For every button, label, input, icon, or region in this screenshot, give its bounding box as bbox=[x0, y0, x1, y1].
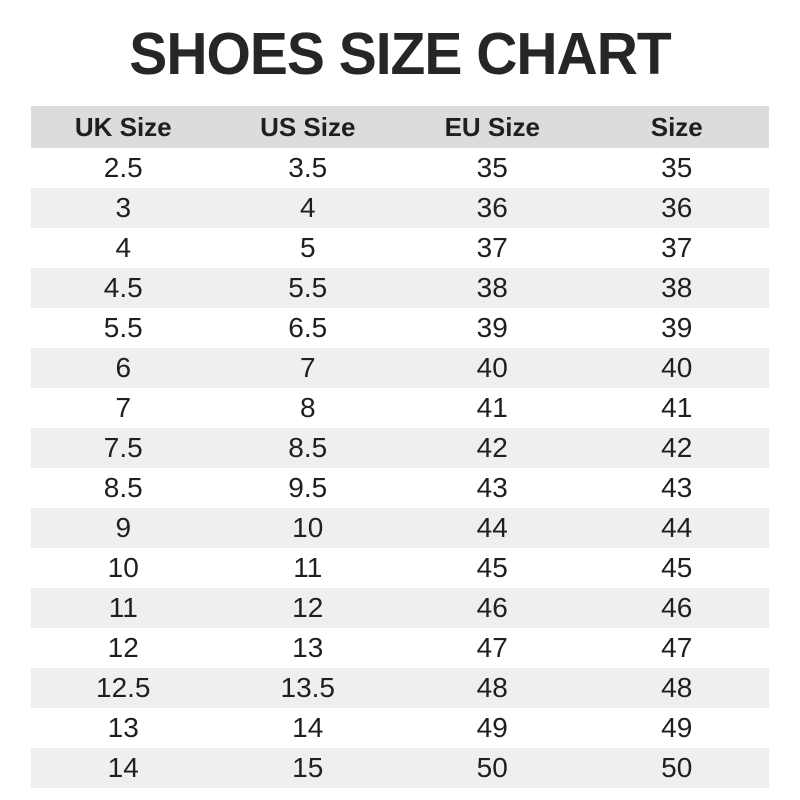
table-header-cell: UK Size bbox=[31, 106, 216, 148]
table-cell: 7 bbox=[31, 388, 216, 428]
table-cell: 12 bbox=[31, 628, 216, 668]
table-row: 5.5 6.5 39 39 bbox=[31, 308, 769, 348]
table-cell: 14 bbox=[31, 748, 216, 788]
table-cell: 12.5 bbox=[31, 668, 216, 708]
table-cell: 42 bbox=[400, 428, 585, 468]
table-header-cell: EU Size bbox=[400, 106, 585, 148]
table-cell: 48 bbox=[400, 668, 585, 708]
table-cell: 39 bbox=[584, 308, 769, 348]
page-title: SHOES SIZE CHART bbox=[129, 20, 671, 88]
table-cell: 40 bbox=[584, 348, 769, 388]
table-cell: 8.5 bbox=[215, 428, 400, 468]
table-cell: 6 bbox=[31, 348, 216, 388]
table-cell: 4 bbox=[31, 228, 216, 268]
table-cell: 3.5 bbox=[215, 148, 400, 188]
table-cell: 9.5 bbox=[215, 468, 400, 508]
table-cell: 36 bbox=[400, 188, 585, 228]
table-row: 2.5 3.5 35 35 bbox=[31, 148, 769, 188]
table-cell: 45 bbox=[584, 548, 769, 588]
table-row: 4 5 37 37 bbox=[31, 228, 769, 268]
table-row: 7.5 8.5 42 42 bbox=[31, 428, 769, 468]
table-cell: 11 bbox=[215, 548, 400, 588]
table-cell: 41 bbox=[584, 388, 769, 428]
table-cell: 4.5 bbox=[31, 268, 216, 308]
table-row: 14 15 50 50 bbox=[31, 748, 769, 788]
table-row: 8.5 9.5 43 43 bbox=[31, 468, 769, 508]
table-cell: 46 bbox=[584, 588, 769, 628]
table-row: 12 13 47 47 bbox=[31, 628, 769, 668]
table-header-cell: Size bbox=[584, 106, 769, 148]
table-cell: 47 bbox=[400, 628, 585, 668]
table-cell: 44 bbox=[584, 508, 769, 548]
table-cell: 3 bbox=[31, 188, 216, 228]
table-cell: 2.5 bbox=[31, 148, 216, 188]
table-cell: 13 bbox=[215, 628, 400, 668]
table-row: 9 10 44 44 bbox=[31, 508, 769, 548]
table-cell: 39 bbox=[400, 308, 585, 348]
table-cell: 43 bbox=[400, 468, 585, 508]
table-cell: 14 bbox=[215, 708, 400, 748]
table-cell: 4 bbox=[215, 188, 400, 228]
table-cell: 7.5 bbox=[31, 428, 216, 468]
table-cell: 5.5 bbox=[215, 268, 400, 308]
table-cell: 9 bbox=[31, 508, 216, 548]
table-body: 2.5 3.5 35 35 3 4 36 36 4 5 37 37 4.5 5.5 38 38 5.5 6.5 39… bbox=[31, 148, 769, 788]
table-cell: 38 bbox=[400, 268, 585, 308]
table-cell: 8 bbox=[215, 388, 400, 428]
table-row: 3 4 36 36 bbox=[31, 188, 769, 228]
table-cell: 45 bbox=[400, 548, 585, 588]
table-cell: 5 bbox=[215, 228, 400, 268]
table-cell: 38 bbox=[584, 268, 769, 308]
table-cell: 7 bbox=[215, 348, 400, 388]
table-cell: 8.5 bbox=[31, 468, 216, 508]
table-cell: 48 bbox=[584, 668, 769, 708]
table-cell: 49 bbox=[584, 708, 769, 748]
table-row: 12.5 13.5 48 48 bbox=[31, 668, 769, 708]
table-cell: 13.5 bbox=[215, 668, 400, 708]
table-row: 11 12 46 46 bbox=[31, 588, 769, 628]
table-row: 7 8 41 41 bbox=[31, 388, 769, 428]
table-head: UK Size US Size EU Size Size bbox=[31, 106, 769, 148]
table-cell: 35 bbox=[400, 148, 585, 188]
table-cell: 6.5 bbox=[215, 308, 400, 348]
table-cell: 5.5 bbox=[31, 308, 216, 348]
table-cell: 37 bbox=[400, 228, 585, 268]
table-header-row: UK Size US Size EU Size Size bbox=[31, 106, 769, 148]
table-cell: 46 bbox=[400, 588, 585, 628]
table-cell: 40 bbox=[400, 348, 585, 388]
table-cell: 12 bbox=[215, 588, 400, 628]
table-row: 13 14 49 49 bbox=[31, 708, 769, 748]
table-cell: 50 bbox=[400, 748, 585, 788]
table-cell: 42 bbox=[584, 428, 769, 468]
table-cell: 10 bbox=[215, 508, 400, 548]
table-cell: 44 bbox=[400, 508, 585, 548]
table-cell: 11 bbox=[31, 588, 216, 628]
table-cell: 35 bbox=[584, 148, 769, 188]
table-row: 4.5 5.5 38 38 bbox=[31, 268, 769, 308]
table-cell: 37 bbox=[584, 228, 769, 268]
size-chart-table: UK Size US Size EU Size Size 2.5 3.5 35 35 3 4 36… bbox=[31, 106, 769, 788]
table-cell: 41 bbox=[400, 388, 585, 428]
table-cell: 13 bbox=[31, 708, 216, 748]
table-cell: 10 bbox=[31, 548, 216, 588]
table-cell: 47 bbox=[584, 628, 769, 668]
table-header-cell: US Size bbox=[215, 106, 400, 148]
table-cell: 36 bbox=[584, 188, 769, 228]
table-row: 10 11 45 45 bbox=[31, 548, 769, 588]
table-row: 6 7 40 40 bbox=[31, 348, 769, 388]
table-cell: 43 bbox=[584, 468, 769, 508]
table-cell: 15 bbox=[215, 748, 400, 788]
table-cell: 50 bbox=[584, 748, 769, 788]
table-cell: 49 bbox=[400, 708, 585, 748]
